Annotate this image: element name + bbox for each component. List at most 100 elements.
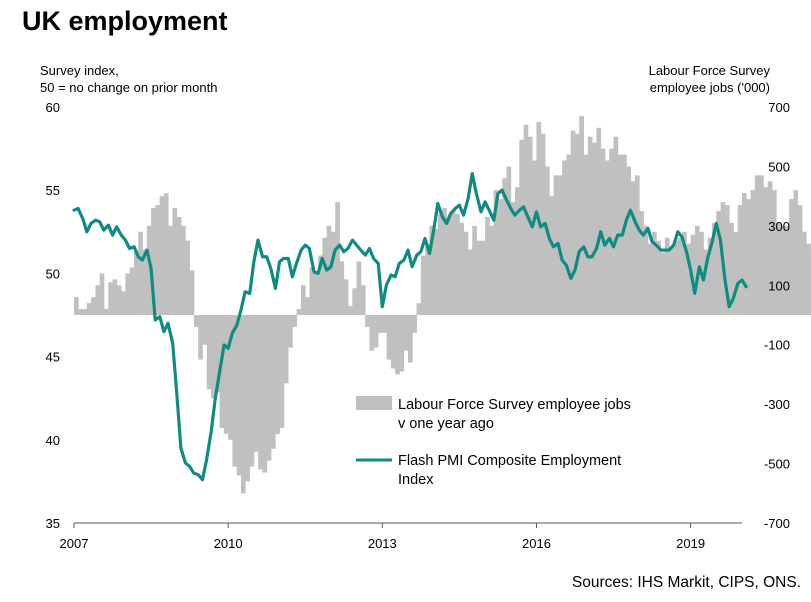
bar-42 [253, 315, 259, 452]
bar-163 [771, 190, 777, 315]
left-axis-label-line2: 50 = no change on prior month [40, 80, 217, 95]
bar-38 [236, 315, 242, 476]
bar-65 [352, 288, 358, 315]
bar-161 [763, 187, 769, 315]
left-axis-label-line1: Survey index, [40, 63, 119, 78]
bar-128 [622, 154, 627, 315]
bar-51 [292, 315, 298, 327]
bar-132 [639, 211, 644, 315]
bar-78 [408, 315, 413, 363]
bar-77 [403, 315, 409, 351]
bar-83 [429, 225, 435, 315]
bars-layer [74, 115, 811, 494]
bar-105 [523, 124, 529, 315]
bar-26 [185, 240, 191, 315]
bar-148 [707, 237, 713, 315]
bar-98 [493, 190, 499, 315]
bar-111 [549, 196, 554, 315]
bar-56 [313, 273, 319, 315]
bar-28 [193, 315, 199, 327]
bar-103 [515, 187, 520, 315]
bar-46 [270, 315, 276, 449]
bar-32 [211, 315, 216, 399]
bar-121 [592, 142, 597, 315]
x-tick-label-2016: 2016 [522, 536, 551, 551]
bar-45 [266, 315, 272, 461]
bar-124 [604, 160, 610, 315]
bar-8 [108, 282, 113, 315]
bar-96 [485, 216, 490, 315]
bar-30 [202, 315, 208, 345]
bar-160 [759, 175, 764, 315]
bar-18 [151, 208, 156, 315]
pmi-employment-line [72, 171, 748, 482]
legend: Labour Force Survey employee jobs v one … [356, 396, 631, 488]
bar-29 [198, 315, 203, 360]
bar-102 [510, 202, 516, 315]
bar-41 [249, 315, 255, 467]
bar-63 [343, 279, 349, 315]
bar-169 [797, 205, 803, 315]
bar-118 [579, 115, 584, 315]
left-tick-label-40: 40 [46, 433, 60, 448]
bar-130 [630, 181, 636, 315]
bar-1 [78, 309, 83, 315]
bar-142 [682, 231, 687, 315]
bar-135 [652, 231, 657, 315]
bar-158 [750, 190, 756, 315]
bar-90 [459, 222, 465, 315]
bar-100 [502, 178, 507, 315]
bar-19 [155, 205, 161, 315]
bar-147 [703, 249, 709, 315]
right-tick-label-neg500: -500 [764, 457, 790, 472]
bar-123 [600, 148, 606, 315]
bar-85 [437, 213, 443, 315]
bar-150 [716, 211, 721, 315]
bar-154 [733, 231, 739, 315]
legend-bar-label-line1: Labour Force Survey employee jobs [398, 397, 631, 413]
bar-10 [116, 285, 122, 315]
bar-76 [399, 315, 405, 372]
bar-54 [305, 297, 310, 315]
bar-37 [232, 315, 238, 467]
right-tick-label-100: 100 [768, 278, 790, 293]
bar-71 [378, 315, 383, 333]
bar-119 [583, 154, 589, 315]
line-layer [72, 171, 748, 482]
right-tick-label-300: 300 [768, 219, 790, 234]
bar-13 [129, 267, 135, 315]
legend-bar-swatch [356, 396, 392, 410]
bar-94 [476, 240, 482, 315]
right-tick-label-neg700: -700 [764, 516, 790, 531]
bar-126 [613, 136, 619, 315]
x-tick-label-2019: 2019 [676, 536, 705, 551]
bar-101 [506, 166, 512, 315]
bar-116 [570, 130, 576, 315]
source-note: Sources: IHS Markit, CIPS, ONS. [572, 574, 801, 591]
bar-117 [575, 133, 580, 315]
bar-34 [219, 315, 225, 428]
bar-58 [322, 237, 328, 315]
bar-44 [262, 315, 268, 473]
bar-82 [425, 243, 430, 315]
bar-33 [215, 315, 220, 393]
bar-22 [168, 225, 173, 315]
bar-164 [776, 222, 781, 315]
bar-43 [258, 315, 263, 470]
bar-50 [288, 315, 293, 348]
bar-165 [780, 225, 786, 315]
bar-86 [442, 208, 447, 315]
bar-40 [245, 315, 250, 482]
bar-113 [557, 175, 563, 315]
bar-6 [99, 273, 105, 315]
bar-129 [626, 166, 632, 315]
bar-139 [669, 246, 674, 315]
right-tick-label-neg100: -100 [764, 338, 790, 353]
bar-27 [189, 270, 195, 315]
bar-149 [712, 222, 717, 315]
bar-47 [275, 315, 280, 434]
bar-48 [279, 315, 285, 428]
bar-110 [545, 166, 550, 315]
bar-166 [784, 225, 790, 315]
bar-5 [95, 285, 101, 315]
